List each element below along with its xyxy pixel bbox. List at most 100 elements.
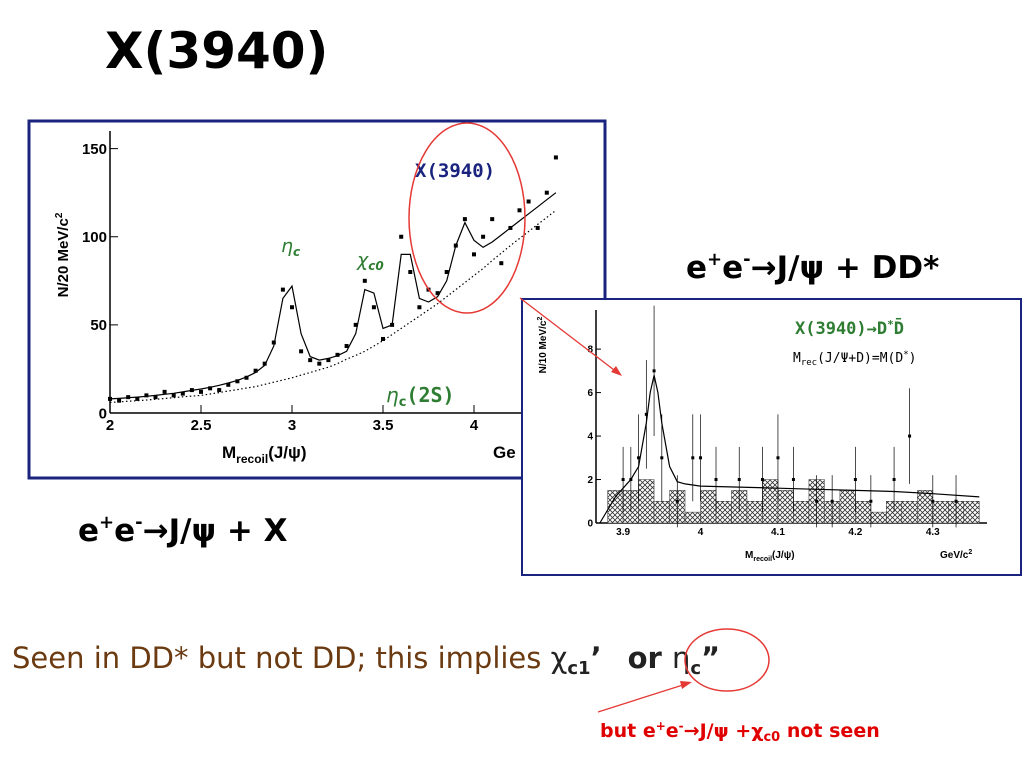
y-tick-label: 0: [587, 519, 593, 530]
histogram-bar: [855, 501, 872, 524]
data-point: [815, 499, 819, 503]
highlight-ellipse: [408, 122, 526, 314]
label-sub: c: [399, 395, 407, 410]
text-part: or: [628, 641, 672, 675]
histogram-bar: [653, 501, 670, 524]
label-part: M: [793, 351, 801, 366]
label-part: M: [222, 443, 236, 462]
data-point: [117, 398, 122, 403]
data-point: [180, 391, 185, 396]
histogram-bar: [684, 511, 701, 524]
label-part: χ: [356, 249, 369, 271]
data-point: [353, 322, 358, 327]
data-point: [462, 217, 467, 222]
y-tick-label: 8: [587, 345, 593, 356]
data-point: [153, 395, 158, 400]
label-sup: 2: [968, 549, 972, 556]
x-tick-label: 4.2: [848, 527, 862, 538]
data-point: [435, 291, 440, 296]
data-point: [344, 344, 349, 349]
data-point: [244, 375, 249, 380]
histogram-bar: [932, 501, 949, 524]
text-part: e: [686, 250, 707, 286]
y-tick-label: 2: [587, 475, 593, 486]
data-point: [660, 456, 664, 460]
data-point: [699, 456, 703, 460]
histogram-bar: [870, 511, 887, 524]
x-tick-label: 2: [106, 417, 114, 434]
y-tick-label: 6: [587, 388, 593, 399]
annotation: X(3940)→D*D̄: [795, 317, 904, 339]
data-point: [217, 388, 222, 393]
annotation: X(3940): [415, 160, 495, 182]
data-point: [544, 190, 549, 195]
y-axis-label: N/10 MeV/c2: [537, 317, 549, 374]
data-point: [144, 393, 149, 398]
x-tick-label: 3.5: [373, 417, 394, 434]
text-sup: +: [656, 719, 666, 733]
histogram-bar: [839, 490, 856, 524]
text-sup: -: [679, 719, 684, 733]
label-sup: 2: [537, 317, 544, 321]
fit-curve: [599, 375, 980, 524]
data-point: [472, 252, 476, 257]
histogram-bar: [917, 490, 934, 524]
text-part: ’: [591, 641, 602, 675]
text-part: e: [666, 720, 679, 742]
label-sub: recoil: [236, 452, 268, 466]
label-part: GeV/c: [940, 550, 969, 561]
slide-title: X(3940): [105, 22, 328, 80]
label-part: (J/ψ): [772, 550, 795, 561]
text-part: e: [114, 513, 135, 549]
data-point: [317, 361, 322, 366]
data-point: [776, 456, 780, 460]
data-point: [535, 225, 540, 230]
data-point: [208, 386, 213, 391]
label-part: η: [386, 383, 399, 407]
label-part: η: [281, 235, 293, 257]
text-part: e: [78, 513, 99, 549]
x-axis-unit: GeV/c2: [940, 549, 972, 561]
data-point: [931, 499, 935, 503]
data-point: [226, 382, 231, 387]
data-point: [869, 499, 873, 503]
y-axis-label: N/20 MeV/c2: [54, 212, 72, 297]
histogram-bar: [793, 501, 810, 524]
chart-frame: [27, 119, 607, 480]
data-point: [171, 393, 176, 398]
data-point: [199, 389, 203, 394]
label-part: M: [745, 550, 753, 561]
text-sup: -: [743, 249, 750, 270]
x-axis-label: Mrecoil(J/ψ): [745, 550, 795, 563]
x-axis-label: Mrecoil(J/ψ): [222, 443, 307, 466]
data-point: [830, 499, 834, 503]
text-sup: +: [707, 249, 722, 270]
data-point: [189, 388, 194, 393]
label-sub: c: [293, 245, 300, 259]
data-point: [390, 322, 395, 327]
label-part: D̄: [894, 317, 904, 339]
data-point: [335, 352, 340, 357]
label-part: N/20 MeV/c: [55, 218, 72, 297]
data-point: [737, 478, 741, 482]
histogram-bar: [715, 501, 732, 524]
pointer-arrow: [519, 297, 619, 374]
data-point: [308, 358, 313, 363]
data-point: [553, 155, 558, 160]
data-point: [517, 208, 522, 213]
note: but e+e-→J/ψ +χc0 not seen: [600, 719, 880, 745]
data-point: [508, 225, 513, 230]
data-point: [444, 270, 449, 274]
text-part: Seen in DD* but not DD; this implies: [12, 641, 551, 675]
fit-curve: [109, 209, 557, 403]
y-tick-label: 0: [99, 405, 107, 422]
data-point: [453, 243, 458, 248]
x-tick-label: 4: [698, 527, 704, 538]
arrow-head: [611, 366, 622, 376]
text-sup: +: [99, 512, 114, 533]
data-point: [262, 361, 267, 366]
label-part: ): [909, 351, 917, 366]
data-point: [490, 217, 495, 222]
annotation: ηc: [281, 235, 300, 259]
